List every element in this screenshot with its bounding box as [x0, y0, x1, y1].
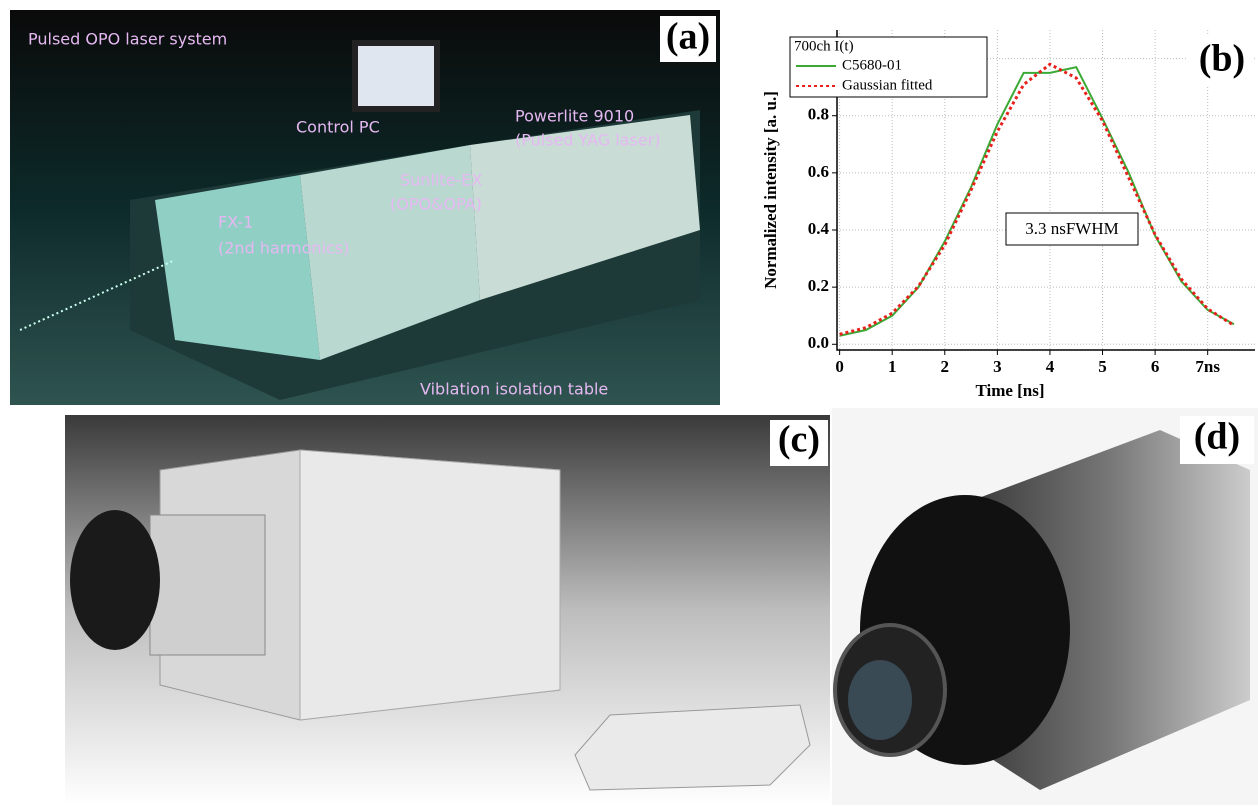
y-tick-label: 0.6: [808, 162, 829, 181]
input-optics: [150, 515, 265, 655]
panel-tag: (c): [778, 419, 820, 461]
y-tick-label: 0.0: [808, 333, 829, 352]
photo-label: FX-1: [218, 213, 253, 232]
lens-mount: [70, 510, 160, 650]
y-tick-label: 0.2: [808, 276, 829, 295]
lens-glass: [848, 660, 912, 740]
controller: [575, 705, 810, 790]
photo-label: Sunlite-EX: [400, 171, 482, 190]
photo-label: Powerlite 9010: [515, 107, 634, 126]
photo-label: Viblation isolation table: [420, 380, 608, 399]
camera-front: [300, 450, 560, 720]
x-tick-label: 5: [1098, 357, 1107, 376]
figure: (a) Pulsed OPO laser system Control PC P…: [0, 0, 1258, 805]
panel-d: (d): [832, 408, 1258, 805]
panel-tag: (a): [666, 16, 710, 58]
annotation: 3.3 nsFWHM: [1025, 219, 1119, 238]
panel-c: (c): [65, 415, 830, 805]
x-tick-label: 7ns: [1195, 357, 1220, 376]
fx1-box: [155, 175, 320, 360]
x-tick-label: 4: [1046, 357, 1055, 376]
panel-tag: (d): [1194, 416, 1240, 458]
monitor-screen: [358, 46, 434, 106]
photo-label: (OPO&OPA): [390, 195, 482, 214]
x-tick-label: 0: [835, 357, 844, 376]
x-tick-label: 2: [941, 357, 950, 376]
photo-label: Control PC: [296, 118, 380, 137]
y-tick-label: 0.8: [808, 105, 829, 124]
y-axis-label: Normalized intensity [a. u.]: [761, 91, 780, 289]
x-tick-label: 1: [888, 357, 897, 376]
legend-title: 700ch I(t): [794, 38, 854, 54]
x-tick-label: 3: [993, 357, 1002, 376]
photo-label: Pulsed OPO laser system: [28, 30, 227, 49]
photo-label: (Pulsed YAG laser): [515, 131, 661, 150]
y-tick-label: 0.4: [808, 219, 830, 238]
panel-a: (a) Pulsed OPO laser system Control PC P…: [10, 10, 720, 405]
x-tick-label: 6: [1151, 357, 1160, 376]
legend-label: C5680-01: [842, 57, 902, 73]
panel-b: 0.00.20.40.60.81.001234567ns (b) Time [n…: [761, 30, 1255, 400]
photo-label: (2nd harmonics): [218, 239, 349, 258]
legend-label: Gaussian fitted: [842, 77, 933, 93]
x-axis-label: Time [ns]: [975, 381, 1044, 400]
panel-tag: (b): [1199, 38, 1245, 80]
